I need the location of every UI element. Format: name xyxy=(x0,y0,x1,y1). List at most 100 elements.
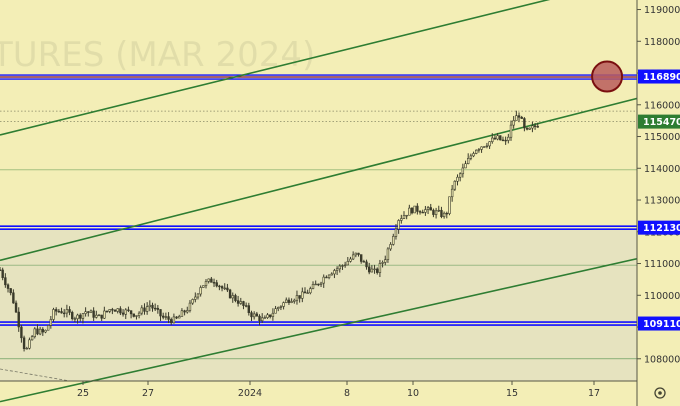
candle-body xyxy=(533,125,537,127)
candle-body xyxy=(466,158,470,165)
candle-body xyxy=(167,316,170,320)
candle-body xyxy=(483,146,486,148)
candle-body xyxy=(517,115,521,118)
candle-body xyxy=(71,312,74,320)
candle-body xyxy=(244,305,248,307)
candle-body xyxy=(63,312,66,315)
candle-body xyxy=(461,167,465,175)
candle-body xyxy=(421,211,424,214)
candle-body xyxy=(528,127,531,130)
candle-body xyxy=(343,264,347,267)
candle-body xyxy=(116,308,119,312)
candle-body xyxy=(38,328,42,335)
candle-body xyxy=(218,285,221,288)
horizontal-levels xyxy=(0,74,637,360)
candle-body xyxy=(432,209,435,215)
candle-body xyxy=(381,262,384,264)
candle-body xyxy=(525,127,529,130)
watermark-text: TURES (MAR 2024) xyxy=(0,35,315,75)
candle-body xyxy=(92,310,95,318)
y-tick-label: 115000 xyxy=(644,132,680,143)
candle-body xyxy=(295,295,299,301)
candle-body xyxy=(394,228,398,237)
x-tick-label: 8 xyxy=(344,388,350,399)
candle-body xyxy=(493,137,497,140)
candle-body xyxy=(60,311,63,314)
candle-body xyxy=(442,212,446,217)
x-tick-label: 17 xyxy=(588,388,600,399)
chart-background xyxy=(0,0,637,228)
candle-body xyxy=(311,284,315,289)
candle-body xyxy=(523,118,526,129)
candle-body xyxy=(30,336,34,341)
candle-body xyxy=(170,319,173,324)
gear-ring xyxy=(654,387,666,399)
candle-body xyxy=(509,124,513,138)
candle-body xyxy=(298,295,301,299)
candle-body xyxy=(145,306,149,312)
candle-body xyxy=(269,314,272,317)
candle-body xyxy=(389,244,392,250)
candle-body xyxy=(515,115,518,121)
candle-body xyxy=(496,135,499,140)
candle-body xyxy=(49,319,53,326)
highlight-circle xyxy=(591,60,624,93)
highlight-marker xyxy=(591,60,624,93)
candle-body xyxy=(531,125,534,129)
candle-body xyxy=(194,296,197,300)
price-tag xyxy=(638,114,680,129)
candle-body xyxy=(199,287,202,295)
candle-body xyxy=(368,266,371,273)
candle-body xyxy=(6,284,10,289)
candle-body xyxy=(480,146,483,150)
candle-body xyxy=(247,305,251,313)
x-tick-label: 15 xyxy=(506,388,518,399)
candle-body xyxy=(362,261,366,263)
candle-body xyxy=(413,205,416,214)
candle-body xyxy=(408,207,411,216)
candle-body xyxy=(9,288,12,294)
candle-body xyxy=(402,215,406,219)
candle-body xyxy=(477,149,481,151)
candle-body xyxy=(250,312,253,318)
y-tick-label: 113000 xyxy=(644,196,680,207)
x-axis: 25 27 2024 8 10 15 17 xyxy=(0,380,637,399)
candle-body xyxy=(501,139,505,142)
candle-body xyxy=(314,283,317,286)
candle-body xyxy=(260,317,264,322)
candle-body xyxy=(282,302,285,307)
candle-body xyxy=(458,173,462,178)
candle-body xyxy=(485,145,489,147)
candle-body xyxy=(89,310,93,313)
candle-body xyxy=(0,269,2,271)
settings-gear-icon[interactable] xyxy=(654,387,666,399)
candle-body xyxy=(191,299,194,304)
candle-body xyxy=(346,261,350,266)
candle-body xyxy=(151,304,154,309)
candle-body xyxy=(376,268,379,273)
candle-body xyxy=(127,309,130,311)
candle-body xyxy=(504,139,507,142)
candle-body xyxy=(279,306,283,308)
y-tick-label: 119000 xyxy=(644,5,680,16)
candle-body xyxy=(520,116,523,119)
candle-body xyxy=(57,310,61,313)
candle-body xyxy=(405,214,408,217)
candle-body xyxy=(450,188,454,198)
candle-body xyxy=(84,311,87,314)
candle-body xyxy=(220,286,224,289)
candle-body xyxy=(41,328,45,333)
candle-body xyxy=(140,307,143,314)
candle-body xyxy=(469,155,473,159)
candle-body xyxy=(148,304,152,308)
channel-line xyxy=(0,97,638,262)
price-tag-label: 116890 xyxy=(643,72,680,83)
candle-body xyxy=(143,307,146,312)
candle-body xyxy=(271,312,275,317)
candle-body xyxy=(290,301,293,303)
candle-body xyxy=(25,347,28,350)
candle-body xyxy=(135,315,138,317)
candle-body xyxy=(234,295,237,301)
candle-body xyxy=(236,300,240,304)
